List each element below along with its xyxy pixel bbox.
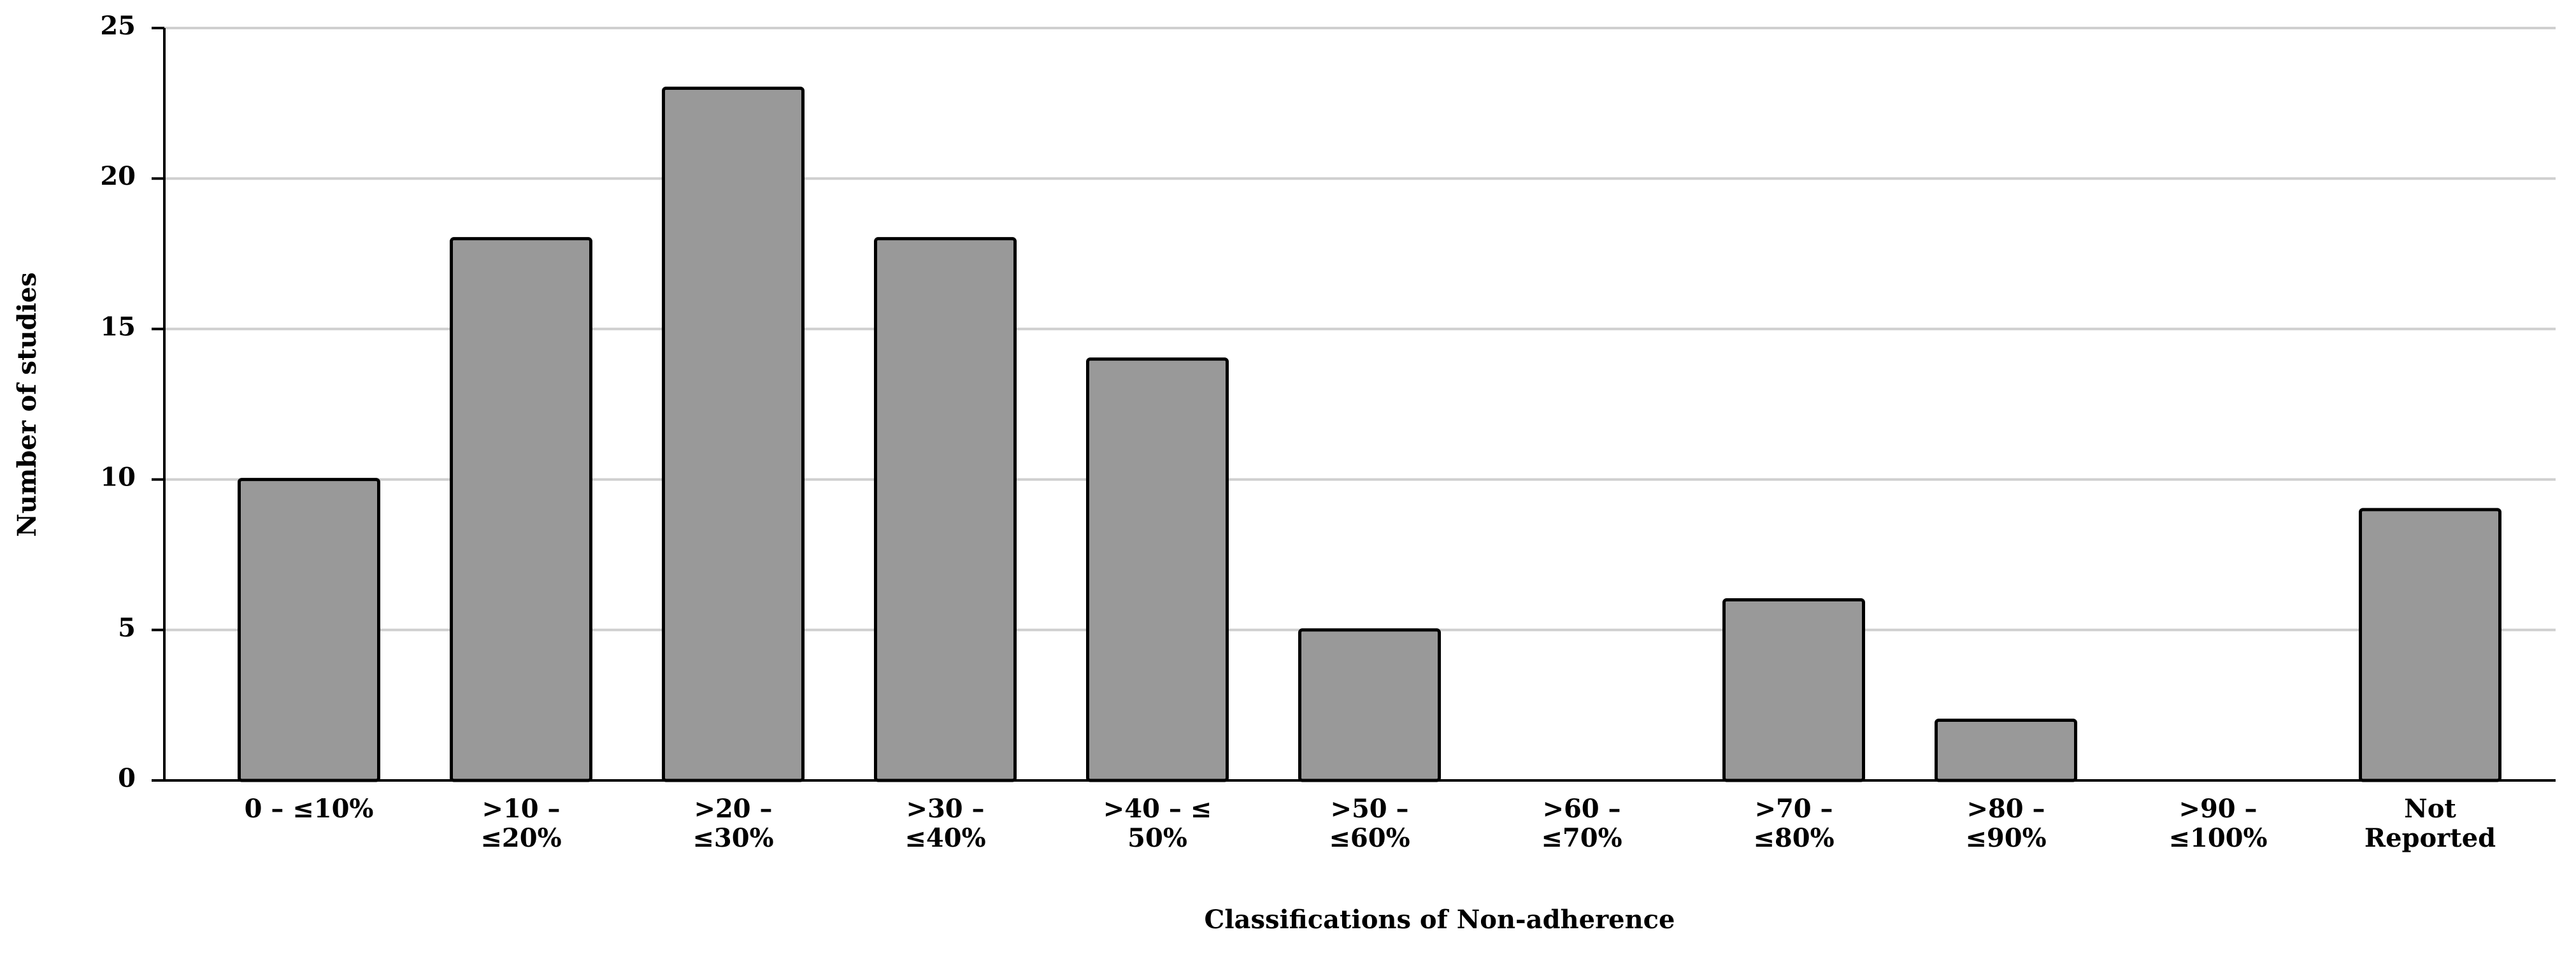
y-tick-label: 0 bbox=[118, 763, 136, 793]
bar bbox=[662, 86, 805, 782]
bar bbox=[874, 237, 1017, 782]
bar bbox=[1298, 628, 1441, 782]
bar bbox=[1722, 598, 1865, 782]
bar bbox=[2359, 508, 2501, 782]
x-tick-label: >20 – ≤30% bbox=[692, 794, 774, 853]
bar bbox=[238, 478, 380, 782]
y-tick-label: 10 bbox=[100, 463, 136, 492]
x-tick-label: 0 – ≤10% bbox=[244, 794, 374, 824]
x-tick-label: >10 – ≤20% bbox=[480, 794, 562, 853]
y-axis-label: Number of studies bbox=[12, 272, 42, 536]
x-tick-label: >60 – ≤70% bbox=[1541, 794, 1622, 853]
y-tick-label: 20 bbox=[100, 161, 136, 191]
y-tick-label: 5 bbox=[118, 613, 136, 643]
bar bbox=[1086, 357, 1229, 782]
x-tick-label: >70 – ≤80% bbox=[1753, 794, 1835, 853]
x-tick-label: >30 – ≤40% bbox=[905, 794, 986, 853]
x-tick-label: >40 – ≤ 50% bbox=[1103, 794, 1212, 853]
x-tick-label: >80 – ≤90% bbox=[1965, 794, 2047, 853]
y-tick-label: 25 bbox=[100, 11, 136, 41]
y-tick-label: 15 bbox=[100, 312, 136, 341]
x-tick-label: Not Reported bbox=[2364, 794, 2496, 853]
x-tick-label: >90 – ≤100% bbox=[2168, 794, 2268, 853]
x-axis-label: Classifications of Non-adherence bbox=[1205, 905, 1675, 935]
bar bbox=[450, 237, 592, 782]
x-tick-label: >50 – ≤60% bbox=[1329, 794, 1410, 853]
bar bbox=[1935, 719, 2077, 782]
